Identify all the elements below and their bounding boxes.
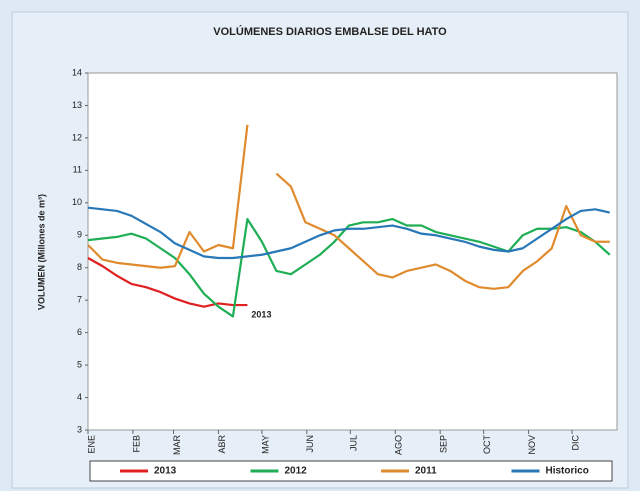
x-tick-label: ENE [86, 435, 96, 454]
y-axis-label: VOLUMEN (Millones de m³) [36, 194, 46, 310]
legend-label: 2011 [415, 466, 437, 477]
x-tick-label: MAY [260, 435, 270, 454]
series-line [87, 217, 611, 318]
x-tick-label: NOV [527, 435, 537, 455]
legend-label: Historico [546, 466, 589, 477]
y-tick-label: 3 [77, 424, 82, 434]
annotation: 2013 [251, 309, 271, 319]
legend [89, 460, 613, 482]
y-tick-label: 12 [72, 132, 82, 142]
y-tick-label: 6 [77, 327, 82, 337]
y-tick-label: 14 [72, 67, 82, 77]
y-tick-label: 7 [77, 295, 82, 305]
series-line [87, 206, 610, 260]
x-tick-label: OCT [482, 435, 492, 455]
y-tick-label: 4 [77, 392, 82, 402]
legend-label: 2012 [285, 466, 308, 477]
series-line [87, 124, 610, 290]
x-tick-label: FEB [131, 435, 141, 453]
y-tick-label: 10 [72, 197, 82, 207]
y-tick-label: 9 [77, 230, 82, 240]
chart-title: VOLÚMENES DIARIOS EMBALSE DEL HATO [213, 25, 447, 38]
x-tick-label: DIC [570, 435, 580, 451]
x-tick-label: SEP [439, 435, 449, 453]
x-tick-label: AGO [394, 435, 404, 455]
x-tick-label: MAR [172, 435, 182, 456]
legend-label: 2013 [154, 466, 177, 477]
y-tick-label: 13 [72, 100, 82, 110]
y-tick-label: 11 [73, 165, 82, 175]
y-tick-label: 8 [77, 262, 82, 272]
x-tick-label: JUN [305, 435, 315, 453]
x-tick-label: JUL [349, 435, 359, 451]
series-line [87, 257, 248, 308]
y-tick-label: 5 [77, 359, 82, 369]
x-tick-label: ABR [217, 435, 227, 454]
